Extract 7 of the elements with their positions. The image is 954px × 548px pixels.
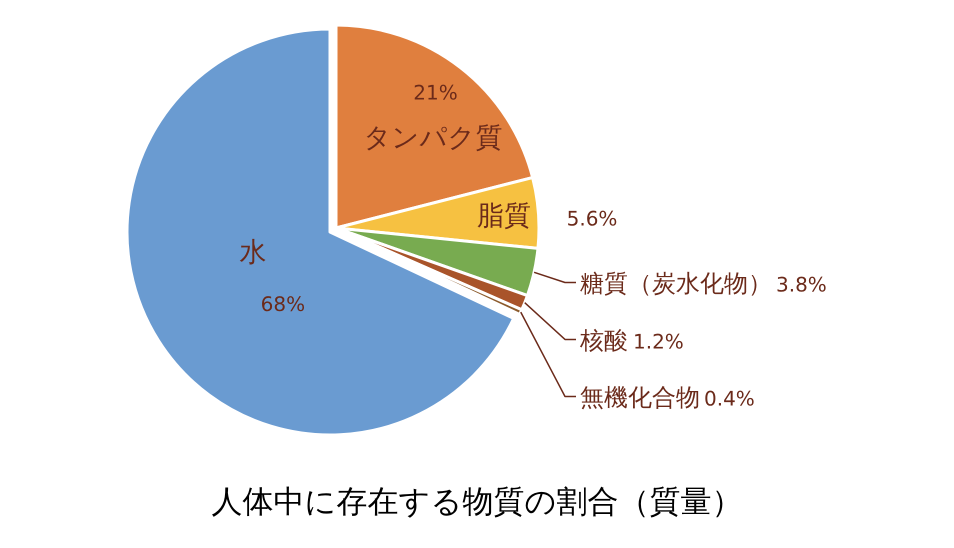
data-label: 68% [260,292,306,316]
slice-label: 脂質 [477,200,532,232]
text: 人体中に存在する物質の割合（質量） [212,484,742,520]
data-label: 21% [413,80,458,105]
slice-label: 水 [239,236,266,268]
slice-label: タンパク質 [364,122,503,154]
data-label: 5.6% [566,206,618,230]
